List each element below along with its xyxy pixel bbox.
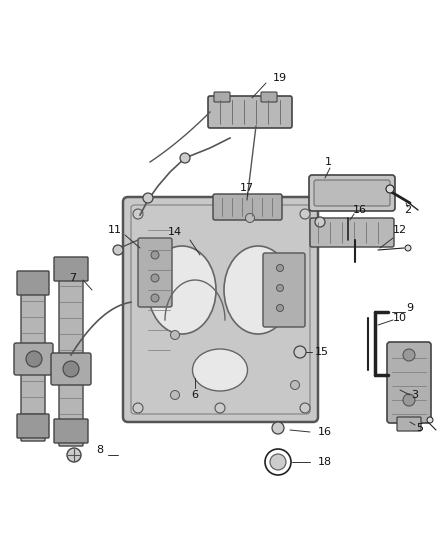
Circle shape	[290, 381, 300, 390]
Circle shape	[151, 251, 159, 259]
Text: 10: 10	[393, 313, 407, 323]
Circle shape	[170, 391, 180, 400]
Circle shape	[26, 351, 42, 367]
Circle shape	[67, 448, 81, 462]
FancyBboxPatch shape	[314, 180, 390, 206]
Circle shape	[133, 403, 143, 413]
Text: 16: 16	[318, 427, 332, 437]
Circle shape	[151, 294, 159, 302]
Circle shape	[246, 214, 254, 222]
FancyBboxPatch shape	[213, 194, 282, 220]
FancyBboxPatch shape	[17, 271, 49, 295]
Circle shape	[386, 185, 394, 193]
Circle shape	[316, 189, 324, 197]
Ellipse shape	[224, 246, 292, 334]
FancyBboxPatch shape	[54, 419, 88, 443]
Circle shape	[403, 394, 415, 406]
Circle shape	[344, 189, 352, 197]
Circle shape	[372, 189, 380, 197]
FancyBboxPatch shape	[17, 414, 49, 438]
FancyBboxPatch shape	[51, 353, 91, 385]
Circle shape	[180, 153, 190, 163]
FancyBboxPatch shape	[309, 175, 395, 211]
Circle shape	[403, 349, 415, 361]
Text: 2: 2	[404, 205, 412, 215]
FancyBboxPatch shape	[138, 238, 172, 307]
FancyBboxPatch shape	[263, 253, 305, 327]
Text: 14: 14	[168, 227, 182, 237]
Text: 5: 5	[417, 423, 424, 433]
Circle shape	[151, 274, 159, 282]
Text: 3: 3	[411, 390, 418, 400]
Text: 15: 15	[315, 347, 329, 357]
FancyBboxPatch shape	[208, 96, 292, 128]
Circle shape	[276, 285, 283, 292]
Circle shape	[315, 217, 325, 227]
Circle shape	[358, 189, 366, 197]
Circle shape	[133, 209, 143, 219]
Circle shape	[63, 361, 79, 377]
FancyBboxPatch shape	[397, 417, 421, 431]
Circle shape	[170, 330, 180, 340]
FancyBboxPatch shape	[54, 257, 88, 281]
Circle shape	[276, 264, 283, 271]
FancyBboxPatch shape	[59, 259, 83, 446]
Circle shape	[215, 209, 225, 219]
Text: 12: 12	[393, 225, 407, 235]
Circle shape	[276, 304, 283, 311]
Circle shape	[405, 245, 411, 251]
Circle shape	[215, 403, 225, 413]
FancyBboxPatch shape	[214, 92, 230, 102]
Text: 6: 6	[191, 390, 198, 400]
FancyBboxPatch shape	[21, 274, 45, 441]
Text: 8: 8	[96, 445, 103, 455]
Circle shape	[427, 417, 433, 423]
Circle shape	[272, 422, 284, 434]
Circle shape	[330, 189, 338, 197]
Text: 9: 9	[406, 303, 413, 313]
Circle shape	[113, 245, 123, 255]
FancyBboxPatch shape	[310, 218, 394, 247]
Circle shape	[265, 449, 291, 475]
Text: 1: 1	[325, 157, 332, 167]
FancyBboxPatch shape	[14, 343, 53, 375]
Text: 11: 11	[108, 225, 122, 235]
Text: 18: 18	[318, 457, 332, 467]
FancyBboxPatch shape	[261, 92, 277, 102]
Text: 16: 16	[353, 205, 367, 215]
Text: 7: 7	[70, 273, 77, 283]
Circle shape	[300, 403, 310, 413]
FancyBboxPatch shape	[123, 197, 318, 422]
Circle shape	[270, 454, 286, 470]
Circle shape	[300, 209, 310, 219]
Ellipse shape	[192, 349, 247, 391]
FancyBboxPatch shape	[387, 342, 431, 423]
Text: 17: 17	[240, 183, 254, 193]
Circle shape	[143, 193, 153, 203]
Ellipse shape	[148, 246, 216, 334]
Text: 19: 19	[273, 73, 287, 83]
Circle shape	[294, 346, 306, 358]
